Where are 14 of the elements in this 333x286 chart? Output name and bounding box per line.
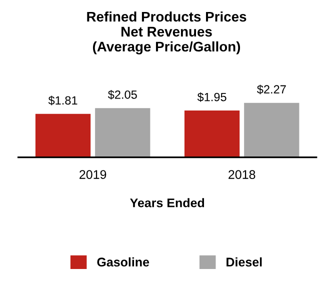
data-label: $2.27 — [257, 84, 286, 94]
data-label: $2.05 — [108, 90, 137, 100]
x-tick-label: 2018 — [228, 170, 256, 179]
legend-label: Diesel — [226, 257, 262, 267]
bar — [95, 108, 150, 158]
bar — [184, 110, 240, 158]
chart-title: Refined Products Prices Net Revenues (Average Price/Gallon) — [87, 11, 246, 54]
data-label: $1.95 — [197, 92, 226, 102]
bar — [35, 114, 91, 158]
data-label: $1.81 — [48, 96, 78, 106]
bar — [244, 102, 300, 158]
x-tick-label: 2019 — [80, 170, 106, 179]
x-axis-title: Years Ended — [130, 198, 204, 208]
legend-label: Gasoline — [97, 257, 150, 267]
